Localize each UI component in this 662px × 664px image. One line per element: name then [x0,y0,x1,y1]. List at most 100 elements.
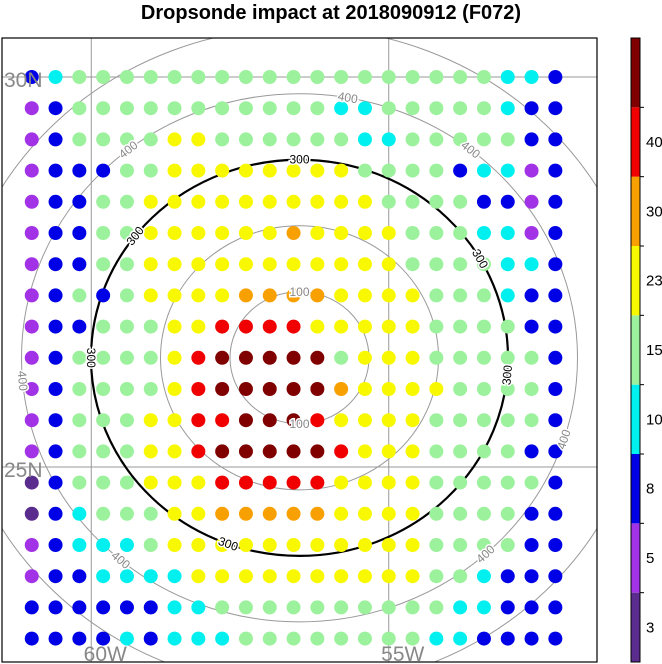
data-point [96,288,111,303]
data-point [334,226,349,240]
data-point [96,101,111,116]
data-point [310,475,325,490]
data-point [500,132,515,147]
data-point [500,257,515,272]
data-point [215,101,230,116]
data-point [524,163,539,178]
data-point [429,163,444,178]
data-point [96,226,111,240]
chart-title: Dropsonde impact at 2018090912 (F072) [140,2,522,24]
data-point [405,288,420,303]
data-point [24,70,39,84]
data-point [119,319,134,334]
data-point [357,288,372,303]
data-point [262,631,277,646]
data-point [215,70,230,84]
data-point [48,631,63,646]
data-point [119,226,134,240]
data-point [286,132,301,147]
data-point [238,288,253,303]
lon-tick-label: 60W [84,643,127,664]
data-point [405,70,420,84]
data-point [453,194,468,209]
data-point [24,444,39,459]
data-point [405,444,420,459]
data-point [48,70,63,84]
data-point [143,319,158,334]
plot-area [2,38,597,662]
data-point [476,288,491,303]
data-point [453,288,468,303]
data-point [357,132,372,147]
data-point [191,350,206,365]
colorbar-tick-label: 40 [646,134,662,151]
colorbar-segment [631,107,640,177]
data-point [262,506,277,521]
colorbar: 3 5 8 10 15 23 30 40 [630,37,662,663]
contour-label: 400 [337,89,359,106]
data-point [548,350,563,365]
data-point [381,538,396,552]
data-point [262,600,277,615]
data-point [429,600,444,615]
data-point [357,538,372,552]
data-point [96,413,111,428]
data-point [524,288,539,303]
data-point [357,101,372,116]
data-point [500,288,515,303]
data-point [191,569,206,584]
data-point [310,194,325,209]
data-point [143,444,158,459]
data-point [143,569,158,584]
data-point [476,132,491,147]
colorbar-segment [631,38,640,108]
data-point [262,70,277,84]
data-point [500,413,515,428]
data-point [405,257,420,272]
data-point [96,569,111,584]
data-point [24,506,39,521]
data-point [334,319,349,334]
data-point [334,569,349,584]
data-point [48,382,63,396]
data-point [167,163,182,178]
data-point [119,132,134,147]
data-point [453,163,468,178]
data-point [215,600,230,615]
data-point [548,226,563,240]
data-point [119,350,134,365]
data-point [286,382,301,396]
data-point [429,538,444,552]
data-point [191,194,206,209]
data-point [500,600,515,615]
data-point [500,101,515,116]
contour-label: 400 [15,370,31,391]
data-point [476,350,491,365]
data-point [476,257,491,272]
data-point [524,569,539,584]
data-point [191,226,206,240]
colorbar-tick-label: 23 [646,273,662,290]
data-point [238,194,253,209]
data-point [191,382,206,396]
data-point [24,194,39,209]
plot-frame [1,37,598,663]
data-point [381,631,396,646]
data-point [262,101,277,116]
data-point [548,600,563,615]
colorbar-tick-label: 10 [646,411,662,428]
data-point [167,506,182,521]
data-point [405,226,420,240]
data-point [453,70,468,84]
data-point [548,569,563,584]
data-point [548,319,563,334]
data-point [524,194,539,209]
contour-ring-outer [2,38,597,662]
data-point [24,288,39,303]
data-point [476,413,491,428]
data-point [310,569,325,584]
data-point [238,538,253,552]
data-point [191,631,206,646]
colorbar-segment [631,523,640,593]
